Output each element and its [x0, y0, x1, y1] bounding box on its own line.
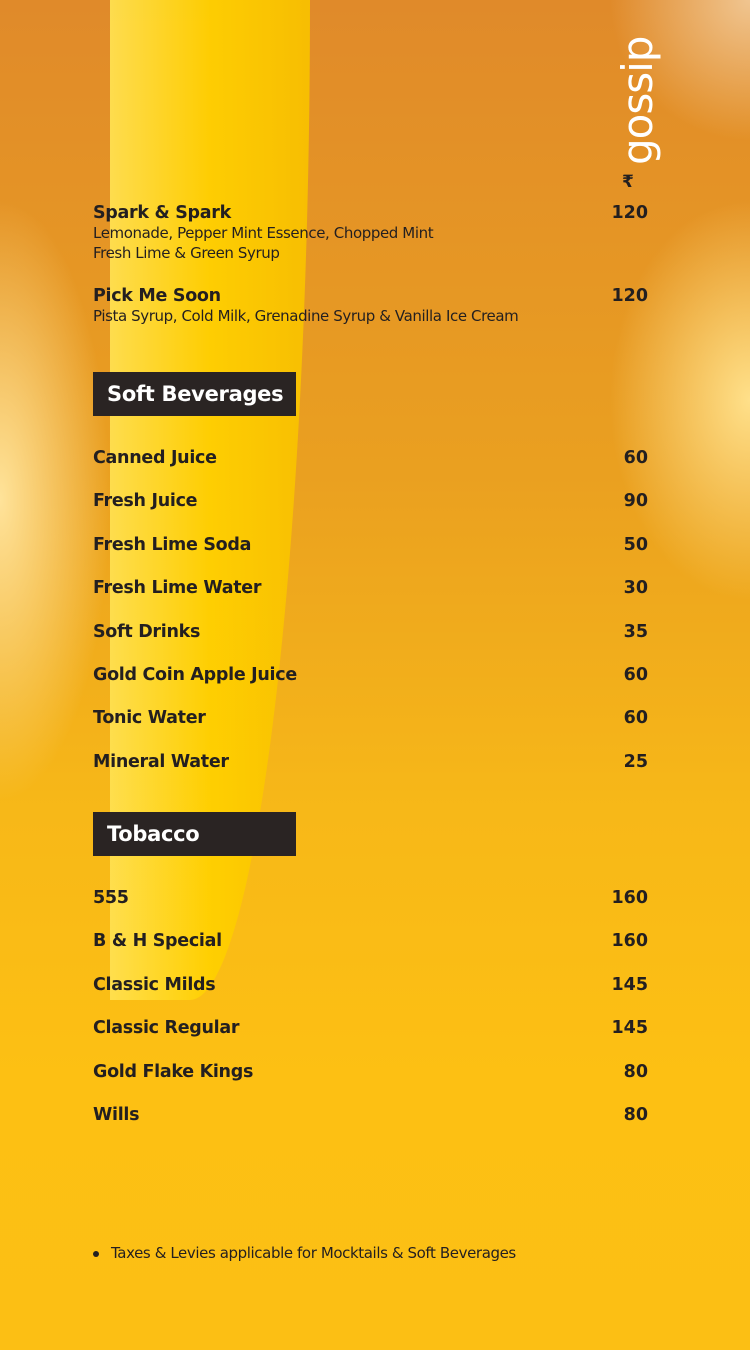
item-name: Mineral Water	[93, 751, 229, 772]
item-name: Fresh Lime Soda	[93, 534, 252, 555]
item-name: Gold Flake Kings	[93, 1061, 254, 1082]
section-header-soft-beverages: Soft Beverages	[93, 372, 296, 416]
item-name: Wills	[93, 1105, 140, 1125]
item-price: 160	[611, 888, 648, 908]
item-name: Soft Drinks	[93, 621, 201, 642]
menu-item: Fresh Lime Soda 50	[93, 535, 648, 555]
item-price: 60	[623, 708, 648, 729]
item-price: 60	[623, 665, 648, 685]
menu-item: Fresh Lime Water 30	[93, 578, 648, 598]
item-price: 25	[623, 751, 648, 772]
item-name: Pick Me Soon	[93, 286, 221, 306]
item-price: 160	[611, 931, 648, 952]
menu-item: 555 160	[93, 888, 648, 908]
item-name: Fresh Juice	[93, 491, 198, 512]
section-header-tobacco: Tobacco	[93, 812, 296, 856]
menu-item: Canned Juice 60	[93, 448, 648, 468]
item-price: 30	[623, 578, 648, 599]
bullet-icon	[93, 1250, 99, 1257]
item-price: 50	[623, 534, 648, 555]
item-price: 145	[611, 1018, 648, 1039]
item-name: Canned Juice	[93, 448, 217, 468]
item-name: Spark & Spark	[93, 203, 231, 223]
menu-item: B & H Special 160	[93, 931, 648, 951]
menu-item: Mineral Water 25	[93, 752, 648, 772]
menu-item: Soft Drinks 35	[93, 622, 648, 642]
footnote: Taxes & Levies applicable for Mocktails …	[93, 1244, 516, 1262]
item-name: B & H Special	[93, 931, 222, 952]
item-price: 80	[623, 1105, 648, 1125]
item-price: 60	[623, 448, 648, 468]
item-name: Tonic Water	[93, 708, 206, 729]
currency-symbol: ₹	[622, 172, 634, 192]
item-price: 35	[623, 621, 648, 642]
item-price: 120	[611, 286, 648, 306]
menu-item: Classic Regular 145	[93, 1018, 648, 1038]
background-glow	[610, 200, 750, 600]
gossip-logo: gossip	[613, 36, 662, 165]
menu-item: Gold Flake Kings 80	[93, 1062, 648, 1082]
item-description: Pista Syrup, Cold Milk, Grenadine Syrup …	[93, 307, 519, 325]
item-price: 90	[623, 491, 648, 512]
menu-item: Fresh Juice 90	[93, 491, 648, 511]
footnote-text: Taxes & Levies applicable for Mocktails …	[111, 1244, 516, 1262]
menu-item: Gold Coin Apple Juice 60	[93, 665, 648, 685]
item-price: 120	[611, 203, 648, 223]
item-name: Gold Coin Apple Juice	[93, 665, 297, 685]
menu-item: Classic Milds 145	[93, 975, 648, 995]
item-description: Lemonade, Pepper Mint Essence, Chopped M…	[93, 224, 434, 242]
item-description: Fresh Lime & Green Syrup	[93, 244, 280, 262]
item-name: Classic Regular	[93, 1018, 240, 1039]
menu-item: Tonic Water 60	[93, 708, 648, 728]
menu-item: Pick Me Soon 120 Pista Syrup, Cold Milk,…	[93, 286, 648, 326]
menu-item: Wills 80	[93, 1105, 648, 1125]
item-name: Fresh Lime Water	[93, 578, 262, 599]
item-name: 555	[93, 888, 129, 908]
item-price: 145	[611, 974, 648, 995]
menu-item: Spark & Spark 120 Lemonade, Pepper Mint …	[93, 203, 648, 263]
background-glow	[610, 0, 750, 140]
item-name: Classic Milds	[93, 974, 216, 995]
item-price: 80	[623, 1061, 648, 1082]
background-glow	[0, 200, 110, 800]
